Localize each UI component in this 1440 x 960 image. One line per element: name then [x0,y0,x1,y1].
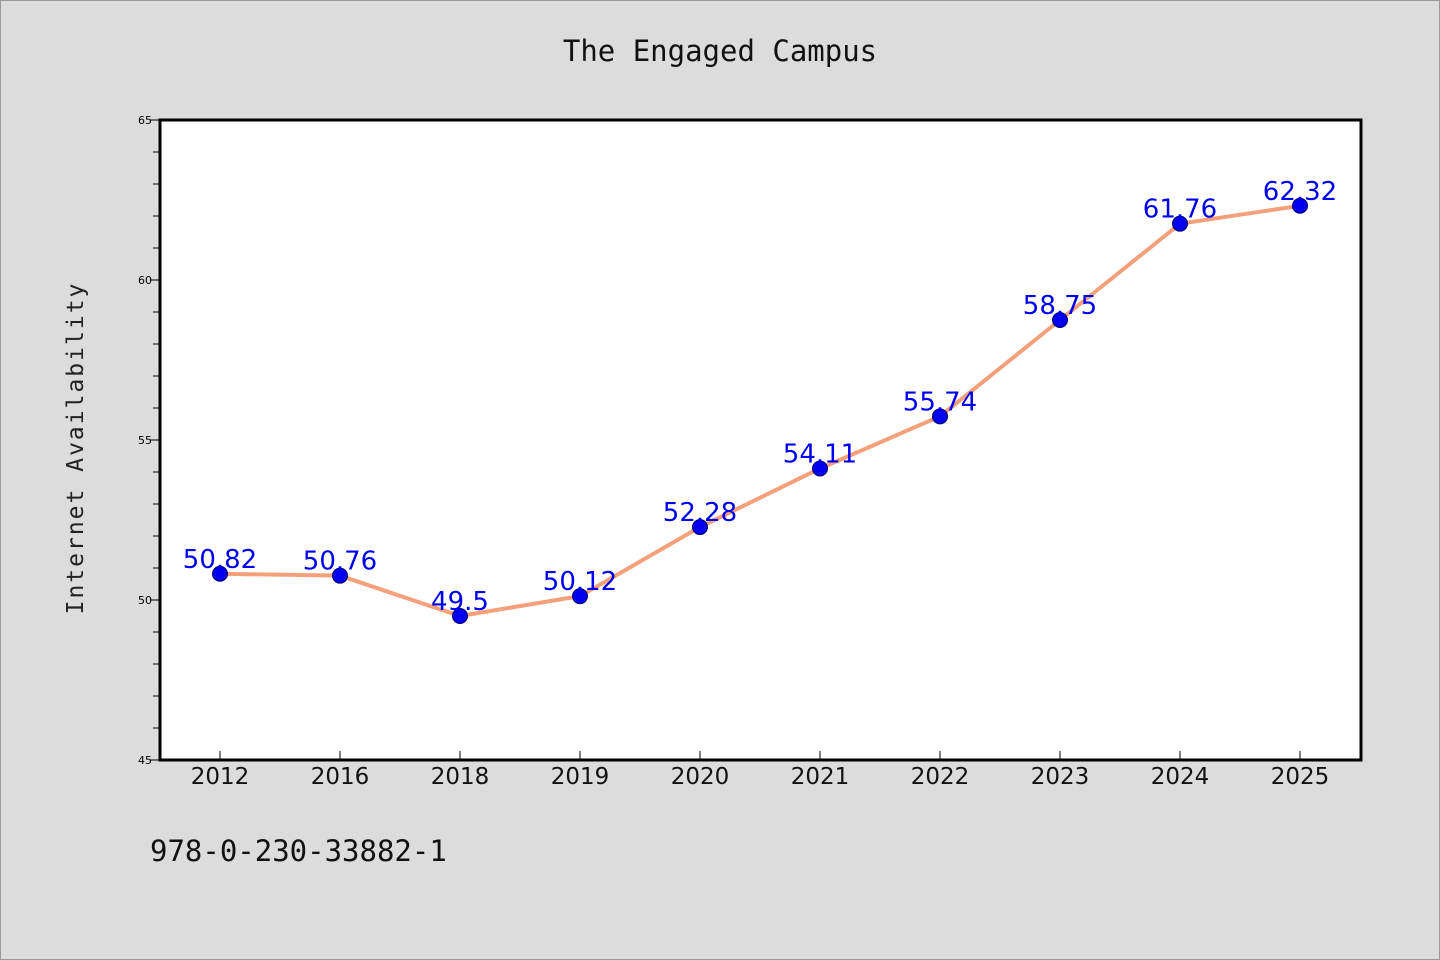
chart-title: The Engaged Campus [562,34,878,68]
data-point [452,608,468,624]
data-label: 58.75 [1023,291,1097,321]
data-label: 61.76 [1143,195,1217,225]
y-tick-label: 55 [138,434,152,447]
y-tick-label: 60 [138,274,152,287]
data-label: 50.76 [303,547,377,577]
x-tick-label: 2019 [551,764,610,790]
data-point [1292,197,1308,214]
data-point [812,460,828,477]
data-label: 62.32 [1263,177,1337,207]
plot-area [160,120,1361,760]
data-point [932,408,948,425]
plot-border [158,118,1363,762]
x-tick-label: 2020 [671,764,730,790]
isbn-footnote: 978-0-230-33882-1 [150,834,447,868]
x-tick-label: 2012 [191,764,250,790]
x-tick-label: 2024 [1151,764,1210,790]
data-label: 49.5 [431,587,489,617]
data-point [572,588,588,605]
data-point [1172,215,1188,232]
x-tick-label: 2025 [1271,764,1330,790]
data-label: 55.74 [903,387,977,417]
data-label: 54.11 [783,439,857,469]
series-layer: 50.82 50.76 49.5 50.12 52.28 54.11 55.74 58.75 6… [183,177,1337,624]
x-tick-label: 2023 [1031,764,1090,790]
x-tick-label: 2018 [431,764,490,790]
data-label: 50.82 [183,545,257,575]
x-tick-label: 2016 [311,764,370,790]
data-label: 50.12 [543,567,617,597]
x-axis-ticks: 2012 2016 2018 2019 2020 2021 2022 2023 2024 2025 [191,751,1330,790]
series-line [218,203,1302,618]
data-point [212,565,228,582]
data-label: 52.28 [663,498,737,528]
y-tick-label: 65 [138,114,152,127]
y-tick-label: 50 [138,594,152,607]
data-point [332,567,348,584]
y-axis-ticks: 45 50 55 60 65 [138,114,160,767]
data-point [692,519,708,536]
y-tick-label: 45 [138,754,152,767]
x-tick-label: 2021 [791,764,850,790]
x-tick-label: 2022 [911,764,970,790]
data-point [1052,312,1068,328]
